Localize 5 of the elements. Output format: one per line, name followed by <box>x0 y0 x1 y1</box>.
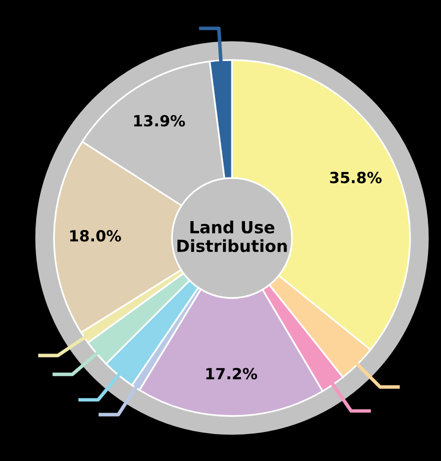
data-label: 18.0% <box>70 230 122 242</box>
data-label: 13.9% <box>134 114 185 127</box>
data-label: 17.2% <box>206 368 258 380</box>
data-label: 35.8% <box>330 172 382 184</box>
text: Land Use Distribution <box>177 220 287 252</box>
